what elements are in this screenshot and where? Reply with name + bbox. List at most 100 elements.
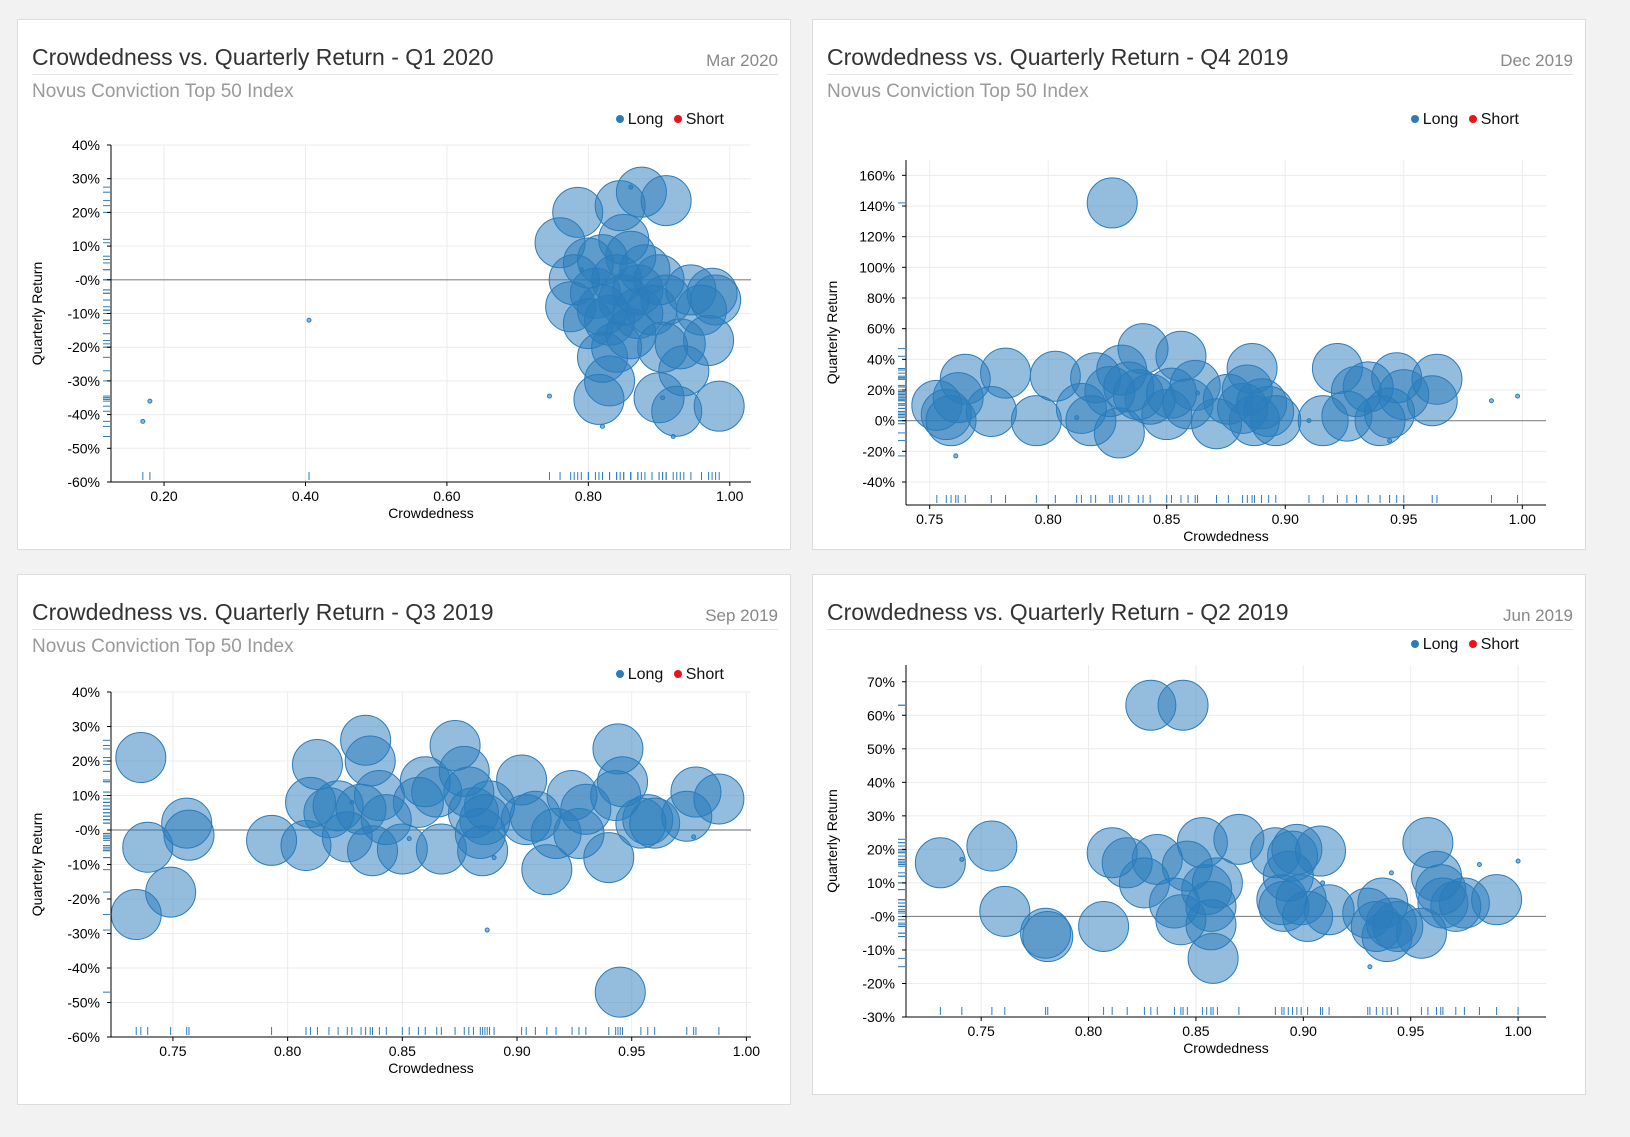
legend-short-label: Short	[1480, 636, 1519, 653]
legend-long-dot	[1410, 114, 1419, 123]
y-tick-label: -40%	[67, 960, 100, 976]
legend-item-short[interactable]: Short	[1468, 636, 1519, 654]
data-point	[660, 395, 666, 401]
data-point	[640, 175, 692, 227]
data-point	[1388, 870, 1394, 876]
x-tick-label: 0.90	[1272, 511, 1299, 527]
data-point	[1195, 390, 1201, 396]
x-tick-label: 0.80	[274, 1043, 301, 1059]
scatter-plot-q1-2020[interactable]: 40% 30% 20% 10% -0% -10% -20% -30% -40% -50% -60% 0…	[18, 20, 792, 551]
rug-marks	[898, 704, 1519, 1015]
y-tick-label: -30%	[862, 1009, 895, 1025]
y-tick-label: -50%	[67, 995, 100, 1011]
x-axis-title: Crowdedness	[1183, 1040, 1269, 1056]
data-point	[959, 856, 965, 862]
data-point	[1078, 900, 1130, 952]
legend-item-short[interactable]: Short	[1468, 111, 1519, 129]
scatter-plot-q4-2019[interactable]: 160% 140% 120% 100% 80% 60% 40% 20% 0% -20% -40% 0.…	[813, 20, 1587, 551]
legend-short-dot	[673, 669, 682, 678]
chart-title: Crowdedness vs. Quarterly Return - Q3 20…	[32, 599, 494, 625]
chart-subtitle: Novus Conviction Top 50 Index	[32, 636, 294, 657]
x-tick-label: 1.00	[1509, 511, 1536, 527]
data-point	[670, 434, 676, 440]
chart-card-q4-2019: Crowdedness vs. Quarterly Return - Q4 20…	[812, 19, 1586, 550]
y-tick-label: 140%	[859, 198, 895, 214]
title-divider	[32, 629, 778, 630]
x-tick-label: 0.20	[150, 488, 177, 504]
x-tick-label: 0.40	[292, 488, 319, 504]
legend-long-label: Long	[1422, 111, 1459, 128]
chart-date: Jun 2019	[1503, 606, 1573, 625]
data-point	[145, 866, 197, 918]
chart-card-q3-2019: Crowdedness vs. Quarterly Return - Q3 20…	[17, 574, 791, 1105]
scatter-plot-q3-2019[interactable]: 40% 30% 20% 10% -0% -10% -20% -30% -40% -50% -60% 0…	[18, 575, 792, 1106]
y-tick-label: 60%	[867, 321, 895, 337]
y-tick-label: 160%	[859, 167, 895, 183]
x-tick-label: 0.85	[1182, 1023, 1209, 1039]
y-tick-label: 10%	[72, 788, 100, 804]
data-point	[306, 317, 312, 323]
title-divider	[32, 74, 778, 75]
data-point	[578, 267, 584, 273]
chart-card-q1-2020: Crowdedness vs. Quarterly Return - Q1 20…	[17, 19, 791, 550]
y-axis-title: Quarterly Return	[29, 262, 45, 365]
y-tick-label: -60%	[67, 474, 100, 490]
legend-item-long[interactable]: Long	[615, 666, 663, 684]
y-tick-label: 0%	[875, 413, 895, 429]
legend-short-label: Short	[685, 111, 724, 128]
data-point	[1074, 415, 1080, 421]
legend-item-long[interactable]: Long	[1410, 636, 1458, 654]
data-point	[1294, 825, 1346, 877]
chart-legend[interactable]: Long Short	[1405, 636, 1519, 654]
data-point	[1515, 393, 1521, 399]
y-tick-label: 70%	[867, 674, 895, 690]
data-point	[980, 347, 1032, 399]
data-point	[1411, 353, 1463, 405]
x-tick-label: 1.00	[716, 488, 743, 504]
legend-item-long[interactable]: Long	[615, 111, 663, 129]
data-point	[1515, 858, 1521, 864]
y-tick-label: -0%	[75, 272, 100, 288]
data-points	[111, 714, 745, 1018]
rug-marks	[103, 739, 720, 1035]
y-axis-title: Quarterly Return	[824, 281, 840, 384]
chart-title: Crowdedness vs. Quarterly Return - Q2 20…	[827, 599, 1289, 625]
data-point	[291, 738, 343, 790]
chart-date: Dec 2019	[1500, 51, 1573, 70]
data-point	[457, 825, 509, 877]
legend-long-dot	[615, 114, 624, 123]
scatter-plot-q2-2019[interactable]: 70% 60% 50% 40% 30% 20% 10% -0% -10% -20% -30% 0.75…	[813, 575, 1587, 1096]
data-point	[491, 855, 497, 861]
chart-title: Crowdedness vs. Quarterly Return - Q1 20…	[32, 44, 494, 70]
y-tick-label: 30%	[867, 808, 895, 824]
data-point	[1250, 395, 1302, 447]
y-tick-label: 40%	[867, 774, 895, 790]
y-tick-label: 10%	[72, 238, 100, 254]
data-point	[1320, 880, 1326, 886]
y-tick-label: 30%	[72, 171, 100, 187]
y-tick-label: 20%	[72, 753, 100, 769]
legend-long-dot	[615, 669, 624, 678]
y-tick-label: -60%	[67, 1029, 100, 1045]
legend-short-label: Short	[1480, 111, 1519, 128]
legend-item-short[interactable]: Short	[673, 111, 724, 129]
chart-subtitle: Novus Conviction Top 50 Index	[827, 81, 1089, 102]
legend-item-long[interactable]: Long	[1410, 111, 1459, 129]
legend-short-dot	[1468, 639, 1477, 648]
y-tick-label: 120%	[859, 229, 895, 245]
y-tick-label: -0%	[870, 908, 895, 924]
data-point	[406, 836, 412, 842]
y-tick-label: -10%	[67, 857, 100, 873]
y-tick-label: 100%	[859, 259, 895, 275]
chart-legend[interactable]: Long Short	[1405, 111, 1519, 129]
data-point	[140, 418, 146, 424]
y-axis-title: Quarterly Return	[29, 813, 45, 916]
y-tick-label: 80%	[867, 290, 895, 306]
y-tick-label: 10%	[867, 875, 895, 891]
legend-item-short[interactable]: Short	[673, 666, 724, 684]
x-tick-label: 0.90	[503, 1043, 530, 1059]
chart-legend[interactable]: Long Short	[610, 666, 724, 684]
chart-legend[interactable]: Long Short	[610, 111, 724, 129]
title-divider	[827, 74, 1573, 75]
x-tick-label: 0.95	[1397, 1023, 1424, 1039]
